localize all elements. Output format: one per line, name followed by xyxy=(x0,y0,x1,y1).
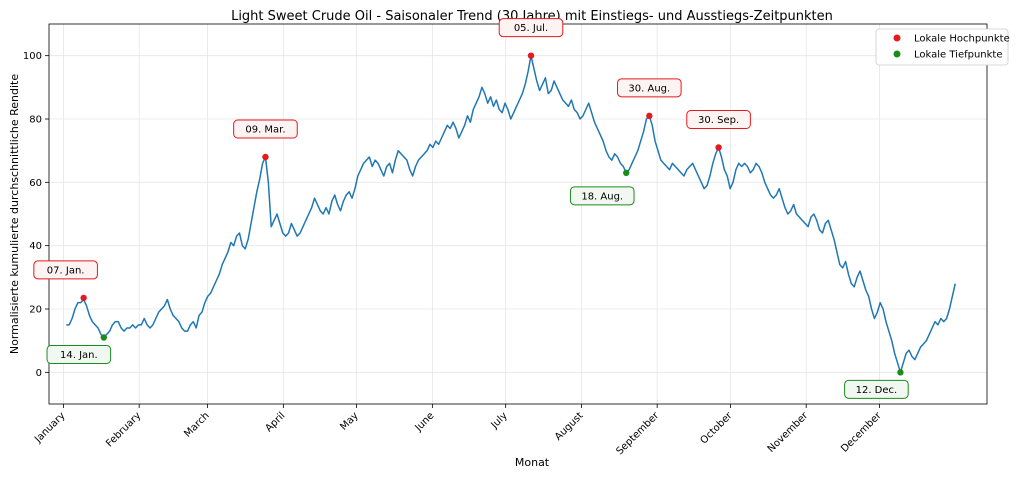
high-annotation-box xyxy=(617,78,682,98)
low-annotation: 12. Dec. xyxy=(844,379,909,399)
legend-high-label: Lokale Hochpunkte xyxy=(914,34,1010,45)
legend-high-marker xyxy=(893,34,901,42)
high-annotation: 30. Aug. xyxy=(617,78,682,98)
y-tick-label: 20 xyxy=(29,305,42,316)
x-tick-label: November xyxy=(766,410,811,455)
series-layer xyxy=(66,54,956,374)
legend-low-label: Lokale Tiefpunkte xyxy=(914,50,1003,61)
high-annotation-box xyxy=(686,110,751,129)
legend-box xyxy=(875,28,1009,66)
high-point-marker xyxy=(80,294,87,302)
high-annotation: 30. Sep. xyxy=(686,110,751,129)
low-annotation-label: 18. Aug. xyxy=(581,191,623,202)
x-axis-title: Monat xyxy=(515,456,550,469)
x-tick-label: February xyxy=(104,410,143,449)
low-annotation-box xyxy=(844,379,909,399)
y-tick-label: 0 xyxy=(36,368,42,379)
low-point-marker xyxy=(623,169,630,177)
legend-low-marker xyxy=(893,50,901,58)
x-tick-label: December xyxy=(839,410,884,455)
annotation-layer: 07. Jan. 09. Mar. 05. Jul. 30. Aug. 30. Sep.… xyxy=(33,18,909,399)
x-tick-label: October xyxy=(699,410,736,447)
low-annotation-box xyxy=(569,186,635,206)
y-axis-title: Normalisierte kumulierte durchschnittlic… xyxy=(8,74,21,354)
low-point-marker xyxy=(897,369,904,376)
x-tick-label: March xyxy=(182,410,211,439)
low-annotation: 14. Jan. xyxy=(46,345,112,364)
marker-layer xyxy=(80,52,904,376)
y-tick-label: 100 xyxy=(23,51,42,62)
high-annotation-box xyxy=(498,18,564,38)
high-annotation: 07. Jan. xyxy=(33,260,98,280)
trend-line xyxy=(66,54,956,374)
x-tick-label: August xyxy=(553,410,586,443)
high-annotation-label: 30. Aug. xyxy=(628,83,670,94)
low-annotation-label: 12. Dec. xyxy=(856,385,898,396)
x-axis-ticks: January February March April May June July Augu… xyxy=(32,404,884,457)
y-tick-label: 60 xyxy=(29,178,42,189)
high-annotation-label: 05. Jul. xyxy=(514,23,548,34)
high-annotation-box xyxy=(233,119,298,139)
low-point-marker xyxy=(100,334,108,341)
high-annotation: 05. Jul. xyxy=(498,18,564,38)
grid-lines xyxy=(49,24,987,404)
x-tick-label: July xyxy=(489,410,510,431)
x-tick-label: May xyxy=(338,410,360,432)
high-point-marker xyxy=(646,112,653,120)
plot-area-frame xyxy=(48,23,988,405)
chart-title: Light Sweet Crude Oil - Saisonaler Trend… xyxy=(231,9,833,24)
high-point-marker xyxy=(715,144,722,151)
low-annotation-box xyxy=(46,345,112,364)
high-annotation-label: 30. Sep. xyxy=(698,115,739,126)
y-tick-label: 80 xyxy=(29,115,42,126)
high-annotation-label: 09. Mar. xyxy=(245,125,285,136)
x-tick-label: September xyxy=(614,410,661,457)
high-annotation-label: 07. Jan. xyxy=(47,265,85,276)
x-tick-label: June xyxy=(413,410,437,434)
high-point-marker xyxy=(262,153,269,161)
high-point-marker xyxy=(527,52,535,59)
legend: Lokale Hochpunkte Lokale Tiefpunkte xyxy=(875,28,1010,66)
high-annotation-box xyxy=(33,260,98,280)
low-annotation-label: 14. Jan. xyxy=(60,350,98,361)
high-annotation: 09. Mar. xyxy=(233,119,298,139)
x-tick-label: April xyxy=(264,410,288,434)
x-tick-label: January xyxy=(32,410,67,445)
y-axis-ticks: 0 20 40 60 80 100 xyxy=(23,51,49,379)
y-tick-label: 40 xyxy=(29,241,42,252)
low-annotation: 18. Aug. xyxy=(569,186,635,206)
